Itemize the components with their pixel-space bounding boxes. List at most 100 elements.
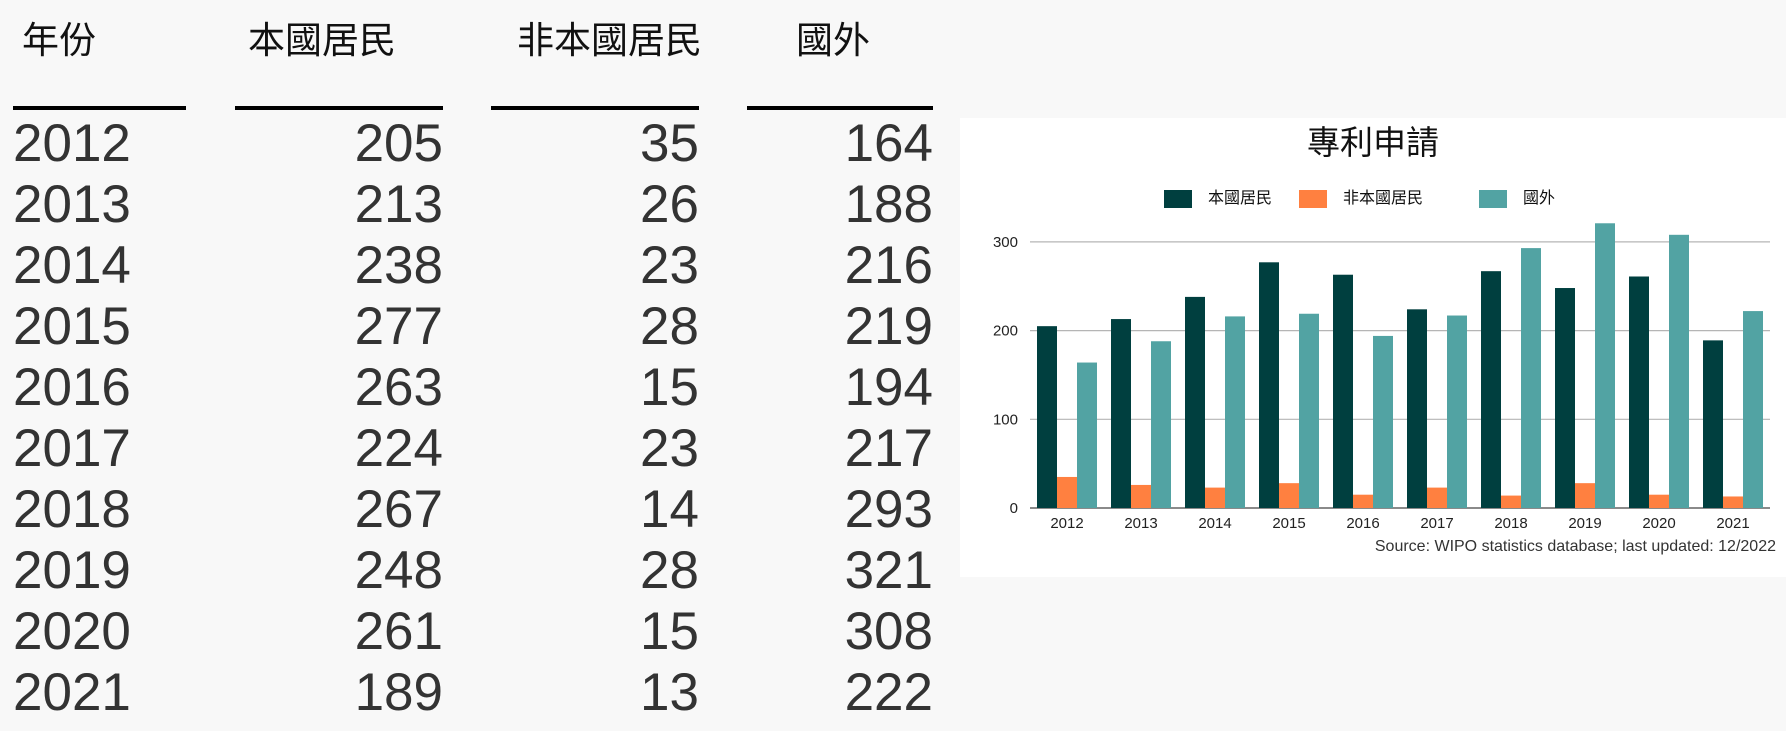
bar-abroad (1373, 335, 1393, 508)
bar-non-resident (1575, 483, 1595, 508)
table-cell-resident: 277 (354, 297, 443, 356)
table-cell-resident: 238 (354, 236, 443, 295)
table-cell-abroad: 321 (844, 541, 933, 600)
table-cell-non-resident: 14 (640, 480, 699, 539)
chart-panel: 專利申請 本國居民 非本國居民 國外 0 100 200 300 2012 2013 201… (960, 118, 1786, 577)
legend-swatch-resident (1164, 190, 1192, 208)
table-cell-resident: 205 (354, 114, 443, 173)
table-cell-non-resident: 13 (640, 663, 699, 722)
bar-abroad (1743, 311, 1763, 508)
table-cell-resident: 248 (354, 541, 443, 600)
table-cell-abroad: 293 (844, 480, 933, 539)
table-cell-abroad: 308 (844, 602, 933, 661)
table-cell-non-resident: 23 (640, 419, 699, 478)
x-tick-label: 2012 (1050, 515, 1083, 532)
chart-title: 專利申請 (1307, 123, 1439, 162)
table-cell-abroad: 219 (844, 297, 933, 356)
bar-non-resident (1501, 495, 1521, 508)
header-non-resident: 非本國居民 (517, 19, 702, 62)
bar-resident (1037, 326, 1057, 508)
table-cell-abroad: 217 (844, 419, 933, 478)
table-cell-non-resident: 15 (640, 358, 699, 417)
y-tick-label: 200 (993, 323, 1018, 340)
bar-resident (1407, 309, 1427, 508)
bar-abroad (1151, 341, 1171, 508)
bar-non-resident (1427, 487, 1447, 508)
bar-non-resident (1649, 494, 1669, 508)
table-cell-year: 2017 (13, 419, 131, 478)
data-table: 年份 本國居民 非本國居民 國外 2012 205 35 164 2013 213 26 18… (13, 19, 933, 722)
table-cell-year: 2016 (13, 358, 131, 417)
bar-non-resident (1057, 476, 1077, 508)
table-cell-year: 2018 (13, 480, 131, 539)
bar-abroad (1077, 362, 1097, 508)
bar-non-resident (1205, 487, 1225, 508)
table-cell-non-resident: 28 (640, 297, 699, 356)
x-tick-label: 2013 (1124, 515, 1157, 532)
table-cell-abroad: 164 (844, 114, 933, 173)
x-tick-label: 2020 (1642, 515, 1675, 532)
bar-resident (1629, 276, 1649, 508)
table-cell-resident: 213 (354, 175, 443, 234)
x-tick-label: 2021 (1716, 515, 1749, 532)
bar-resident (1555, 288, 1575, 508)
chart-source: Source: WIPO statistics database; last u… (1374, 538, 1776, 555)
table-cell-non-resident: 28 (640, 541, 699, 600)
chart-legend: 本國居民 非本國居民 國外 (960, 184, 1786, 212)
table-cell-non-resident: 23 (640, 236, 699, 295)
bar-abroad (1299, 313, 1319, 508)
bar-non-resident (1723, 496, 1743, 508)
x-tick-label: 2014 (1198, 515, 1231, 532)
bar-resident (1703, 340, 1723, 508)
bar-abroad (1669, 234, 1689, 508)
table-cell-year: 2020 (13, 602, 131, 661)
header-rule-non-resident (491, 106, 699, 110)
header-rule-year (13, 106, 186, 110)
bar-resident (1185, 296, 1205, 508)
x-tick-label: 2017 (1420, 515, 1453, 532)
table-cell-non-resident: 26 (640, 175, 699, 234)
table-cell-resident: 267 (354, 480, 443, 539)
y-tick-label: 0 (1010, 500, 1018, 517)
y-tick-label: 100 (993, 411, 1018, 428)
bar-non-resident (1279, 483, 1299, 508)
table-cell-non-resident: 15 (640, 602, 699, 661)
table-cell-resident: 224 (354, 419, 443, 478)
table-cell-abroad: 222 (844, 663, 933, 722)
legend-label-resident: 本國居民 (1208, 188, 1273, 207)
header-resident: 本國居民 (248, 19, 396, 62)
table-cell-year: 2013 (13, 175, 131, 234)
x-tick-label: 2015 (1272, 515, 1305, 532)
bar-non-resident (1353, 494, 1373, 508)
legend-swatch-abroad (1479, 190, 1507, 208)
bar-resident (1333, 274, 1353, 508)
bar-abroad (1447, 315, 1467, 508)
bar-abroad (1521, 248, 1541, 508)
table-cell-year: 2015 (13, 297, 131, 356)
header-rule-abroad (747, 106, 933, 110)
x-tick-label: 2019 (1568, 515, 1601, 532)
legend-swatch-non-resident (1299, 190, 1327, 208)
table-cell-abroad: 188 (844, 175, 933, 234)
table-cell-abroad: 216 (844, 236, 933, 295)
bar-resident (1481, 271, 1501, 508)
x-tick-label: 2018 (1494, 515, 1527, 532)
bar-resident (1259, 262, 1279, 508)
chart-plot: 0 100 200 300 2012 2013 2014 2015 2016 2017 2018 20… (993, 223, 1770, 532)
table-cell-year: 2012 (13, 114, 131, 173)
bar-resident (1111, 319, 1131, 508)
table-cell-non-resident: 35 (640, 114, 699, 173)
y-tick-label: 300 (993, 234, 1018, 251)
header-abroad: 國外 (796, 19, 870, 62)
table-cell-year: 2014 (13, 236, 131, 295)
header-rule-resident (235, 106, 443, 110)
header-year: 年份 (22, 19, 96, 62)
legend-label-non-resident: 非本國居民 (1343, 188, 1424, 207)
bar-abroad (1595, 223, 1615, 508)
table-cell-resident: 261 (354, 602, 443, 661)
table-cell-resident: 189 (354, 663, 443, 722)
bar-abroad (1225, 316, 1245, 508)
table-cell-resident: 263 (354, 358, 443, 417)
table-cell-year: 2019 (13, 541, 131, 600)
legend-label-abroad: 國外 (1523, 188, 1556, 207)
